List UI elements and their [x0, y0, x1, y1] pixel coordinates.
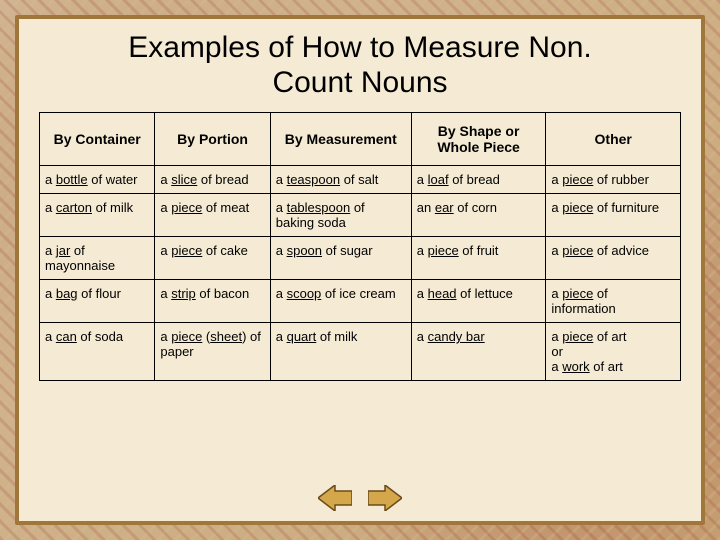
table-body: a bottle of watera slice of breada teasp… — [40, 166, 681, 381]
table-cell: a quart of milk — [270, 323, 411, 381]
table-cell: a head of lettuce — [411, 280, 546, 323]
table-row: a carton of milka piece of meata tablesp… — [40, 194, 681, 237]
table-cell: a piece of art ora work of art — [546, 323, 681, 381]
table-cell: a piece of advice — [546, 237, 681, 280]
table-cell: a piece of furniture — [546, 194, 681, 237]
table-cell: a piece of information — [546, 280, 681, 323]
table-cell: a can of soda — [40, 323, 155, 381]
column-header: Other — [546, 113, 681, 166]
table-cell: an ear of corn — [411, 194, 546, 237]
content-panel: Examples of How to Measure Non. Count No… — [15, 15, 705, 525]
column-header: By Portion — [155, 113, 270, 166]
table-cell: a bag of flour — [40, 280, 155, 323]
table-cell: a strip of bacon — [155, 280, 270, 323]
arrow-right-icon — [368, 485, 402, 511]
column-header: By Shape or Whole Piece — [411, 113, 546, 166]
column-header: By Measurement — [270, 113, 411, 166]
table-row: a can of sodaa piece (sheet) of papera q… — [40, 323, 681, 381]
table-cell: a carton of milk — [40, 194, 155, 237]
table-cell: a piece of rubber — [546, 166, 681, 194]
table-cell: a slice of bread — [155, 166, 270, 194]
table-cell: a loaf of bread — [411, 166, 546, 194]
title-line-2: Count Nouns — [272, 66, 447, 99]
table-cell: a tablespoon of baking soda — [270, 194, 411, 237]
title-line-1: Examples of How to Measure Non. — [128, 31, 592, 64]
table-cell: a scoop of ice cream — [270, 280, 411, 323]
table-row: a jar of mayonnaisea piece of cakea spoo… — [40, 237, 681, 280]
table-row: a bottle of watera slice of breada teasp… — [40, 166, 681, 194]
table-cell: a candy bar — [411, 323, 546, 381]
table-cell: a bottle of water — [40, 166, 155, 194]
table-cell: a jar of mayonnaise — [40, 237, 155, 280]
decorative-frame: Examples of How to Measure Non. Count No… — [0, 0, 720, 540]
table-cell: a piece of fruit — [411, 237, 546, 280]
table-cell: a teaspoon of salt — [270, 166, 411, 194]
table-cell: a spoon of sugar — [270, 237, 411, 280]
column-header: By Container — [40, 113, 155, 166]
table-cell: a piece of meat — [155, 194, 270, 237]
prev-arrow-button[interactable] — [318, 485, 352, 511]
table-cell: a piece (sheet) of paper — [155, 323, 270, 381]
examples-table: By ContainerBy PortionBy MeasurementBy S… — [39, 112, 681, 381]
table-header-row: By ContainerBy PortionBy MeasurementBy S… — [40, 113, 681, 166]
page-title: Examples of How to Measure Non. Count No… — [39, 31, 681, 100]
next-arrow-button[interactable] — [368, 485, 402, 511]
table-row: a bag of floura strip of bacona scoop of… — [40, 280, 681, 323]
table-cell: a piece of cake — [155, 237, 270, 280]
nav-arrows — [318, 485, 402, 511]
arrow-left-icon — [318, 485, 352, 511]
